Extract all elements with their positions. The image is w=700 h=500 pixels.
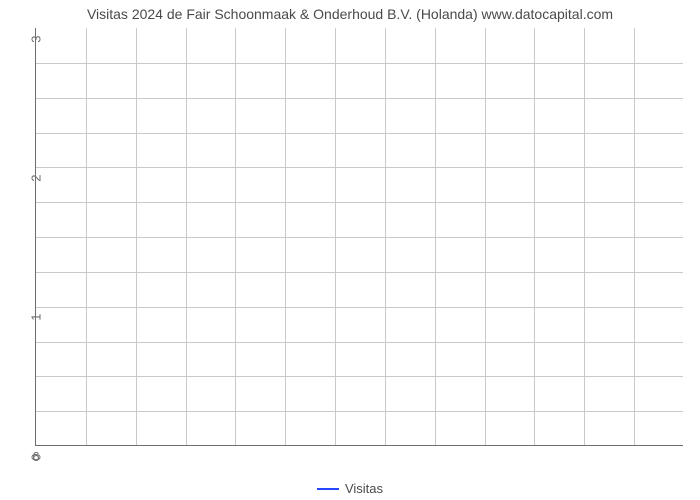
gridline-horizontal <box>36 342 683 343</box>
gridline-horizontal <box>36 63 683 64</box>
x-tick-label: 6 <box>32 445 39 464</box>
gridline-horizontal <box>36 272 683 273</box>
gridline-horizontal <box>36 133 683 134</box>
legend: Visitas <box>0 480 700 496</box>
gridline-horizontal <box>36 376 683 377</box>
legend-label: Visitas <box>345 481 383 496</box>
y-tick-label: 2 <box>29 168 44 181</box>
y-tick-label: 1 <box>29 308 44 321</box>
chart-container: Visitas 2024 de Fair Schoonmaak & Onderh… <box>0 0 700 500</box>
y-tick-label: 3 <box>29 29 44 42</box>
gridline-horizontal <box>36 98 683 99</box>
plot-area: 01236 <box>35 28 683 446</box>
gridline-horizontal <box>36 411 683 412</box>
chart-title: Visitas 2024 de Fair Schoonmaak & Onderh… <box>0 6 700 22</box>
gridline-horizontal <box>36 202 683 203</box>
gridline-horizontal <box>36 167 683 168</box>
gridline-horizontal <box>36 307 683 308</box>
gridline-horizontal <box>36 237 683 238</box>
legend-swatch <box>317 488 339 490</box>
